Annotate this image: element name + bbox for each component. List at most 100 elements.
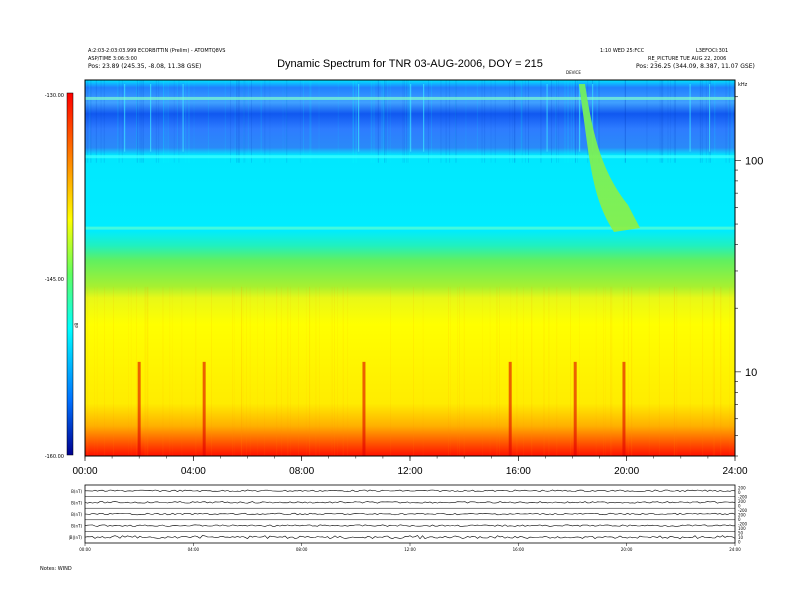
spectrogram — [85, 80, 735, 456]
texture-stripe — [100, 80, 102, 163]
x-axis-tick-label: 12:00 — [397, 466, 422, 477]
texture-stripe — [431, 80, 432, 163]
texture-stripe — [136, 80, 138, 163]
texture-stripe — [676, 286, 678, 456]
header-left-line1: A:2:03-2:03:03.999 ECORBITTIN (Prelim) -… — [88, 48, 226, 54]
texture-stripe — [455, 80, 457, 163]
texture-stripe — [494, 80, 496, 163]
burst-mark — [508, 361, 512, 456]
texture-stripe — [165, 80, 167, 163]
texture-stripe — [182, 84, 184, 152]
texture-stripe — [658, 286, 660, 456]
texture-stripe — [631, 286, 633, 456]
type-iii-burst — [579, 84, 640, 232]
texture-stripe — [714, 80, 716, 163]
texture-stripe — [624, 80, 626, 163]
texture-stripe — [377, 80, 379, 163]
panel-x-tick-label: 04:00 — [188, 547, 200, 552]
texture-stripe — [337, 80, 339, 163]
texture-stripe — [352, 80, 353, 163]
texture-stripe — [90, 80, 92, 163]
texture-stripe — [95, 80, 97, 163]
texture-stripe — [449, 80, 451, 163]
texture-stripe — [631, 286, 632, 456]
texture-stripe — [673, 286, 675, 456]
panel-right-label: -200 — [738, 522, 748, 527]
texture-stripe — [269, 80, 271, 163]
texture-stripe — [568, 80, 569, 163]
texture-stripe — [570, 80, 572, 163]
texture-stripe — [403, 80, 405, 163]
texture-stripe — [496, 286, 497, 456]
horizontal-bands — [85, 96, 735, 230]
panel-trace — [84, 535, 736, 540]
texture-stripe — [382, 80, 384, 163]
texture-stripe — [440, 80, 442, 163]
texture-stripe — [246, 286, 247, 456]
panel-x-tick-label: 16:00 — [513, 547, 525, 552]
panel-x-tick-label: 12:00 — [404, 547, 416, 552]
texture-stripe — [521, 80, 523, 163]
panel-trace — [84, 524, 735, 527]
texture-stripe — [459, 286, 460, 456]
texture-stripe — [233, 286, 235, 456]
texture-stripe — [521, 80, 523, 163]
texture-stripe — [705, 80, 707, 163]
texture-stripe — [155, 80, 157, 163]
texture-stripe — [721, 286, 723, 456]
panel-label: |B|(nT) — [68, 535, 82, 540]
texture-stripe — [232, 286, 234, 456]
texture-stripe — [712, 286, 714, 456]
right-axis-label: 10 — [745, 367, 757, 379]
texture-stripe — [146, 286, 148, 456]
texture-stripe — [499, 286, 500, 456]
texture-stripe — [476, 80, 478, 163]
panel-right-label: 0 — [738, 490, 741, 495]
texture-stripe — [407, 80, 409, 163]
texture-stripe — [603, 286, 604, 456]
texture-stripe — [484, 80, 486, 163]
texture-stripe — [595, 286, 597, 456]
texture-stripe — [455, 80, 456, 163]
texture-stripe — [543, 286, 545, 456]
texture-stripe — [167, 80, 169, 163]
texture-stripe — [128, 286, 129, 456]
chart-title: Dynamic Spectrum for TNR 03-AUG-2006, DO… — [277, 58, 543, 70]
horizontal-band — [85, 155, 735, 159]
texture-stripe — [646, 80, 648, 163]
texture-stripe — [720, 286, 721, 456]
texture-stripe — [145, 286, 146, 456]
texture-stripe — [540, 80, 542, 163]
texture-stripe — [516, 286, 518, 456]
burst-mark — [622, 361, 626, 456]
texture-stripe — [242, 286, 244, 456]
burst-mark — [573, 361, 577, 456]
texture-stripe — [140, 80, 142, 163]
panel-trace — [84, 512, 736, 516]
texture-stripe — [309, 80, 311, 163]
texture-stripe — [251, 80, 252, 163]
texture-stripe — [173, 80, 175, 163]
texture-stripe — [178, 80, 180, 163]
panel-right-label: 0 — [738, 540, 741, 545]
panel-x-tick-label: 20:00 — [621, 547, 633, 552]
texture-stripe — [276, 286, 278, 456]
texture-stripe — [572, 80, 574, 163]
texture-stripe — [94, 286, 95, 456]
texture-stripe — [385, 80, 387, 163]
texture-stripe — [211, 286, 212, 456]
texture-stripe — [627, 286, 629, 456]
texture-stripe — [624, 80, 626, 163]
texture-stripe — [387, 80, 388, 163]
texture-stripe — [337, 286, 338, 456]
texture-stripe — [384, 80, 386, 163]
texture-stripe — [193, 80, 195, 163]
burst-marks — [137, 361, 626, 456]
texture-stripe — [548, 286, 550, 456]
texture-stripe — [243, 80, 245, 163]
texture-stripe — [389, 286, 391, 456]
texture-stripe — [371, 80, 373, 163]
texture-stripe — [482, 286, 483, 456]
x-axis-tick-label: 04:00 — [181, 466, 206, 477]
texture-stripe — [241, 286, 243, 456]
